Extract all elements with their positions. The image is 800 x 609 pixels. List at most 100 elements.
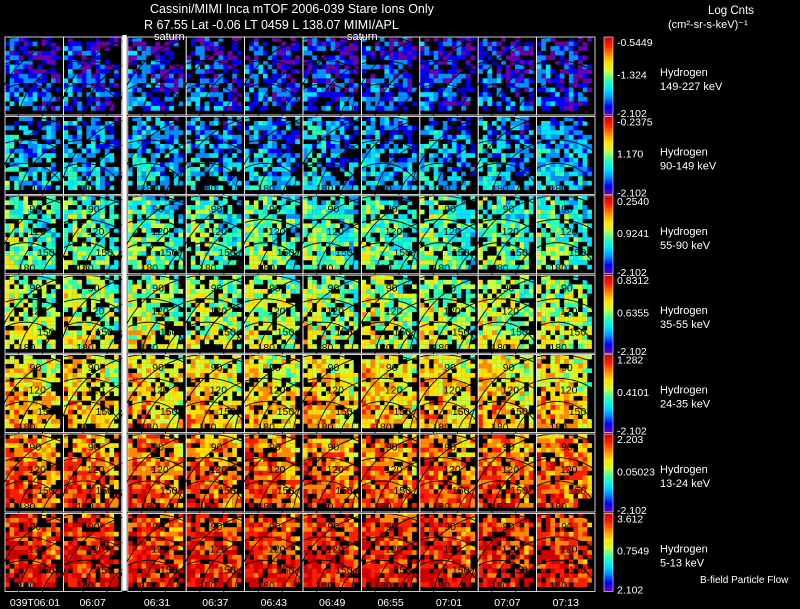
flux-pixel — [9, 125, 15, 131]
flux-pixel — [127, 228, 133, 233]
flux-pixel — [137, 284, 142, 290]
flux-pixel — [505, 167, 511, 172]
flux-pixel — [412, 87, 417, 93]
flux-pixel — [236, 121, 242, 126]
flux-pixel — [303, 60, 308, 65]
flux-pixel — [366, 106, 371, 111]
flux-pixel — [316, 121, 322, 126]
flux-pixel — [9, 41, 15, 47]
flux-pixel — [186, 171, 191, 177]
flux-pixel — [155, 96, 161, 102]
contour-label: 120 — [502, 226, 520, 238]
flux-pixel — [190, 180, 196, 186]
flux-pixel — [447, 209, 453, 215]
flux-pixel — [281, 121, 287, 126]
flux-pixel — [190, 312, 196, 317]
flux-pixel — [23, 157, 29, 163]
flux-pixel — [227, 144, 233, 149]
flux-pixel — [349, 218, 354, 224]
flux-pixel — [419, 106, 425, 111]
flux-pixel — [429, 116, 434, 122]
flux-pixel — [223, 101, 228, 107]
flux-pixel — [487, 255, 493, 261]
flux-pixel — [249, 255, 254, 261]
flux-pixel — [461, 255, 466, 261]
flux-pixel — [160, 232, 165, 238]
flux-pixel — [132, 157, 138, 163]
flux-pixel — [267, 55, 273, 61]
flux-pixel — [456, 176, 462, 181]
flux-pixel — [447, 214, 453, 219]
colorbar-max-label: -0.5449 — [617, 37, 653, 49]
flux-pixel — [104, 260, 110, 265]
flux-pixel — [541, 134, 546, 140]
flux-pixel — [465, 50, 471, 56]
flux-pixel — [339, 241, 345, 247]
flux-pixel — [290, 284, 296, 290]
flux-pixel — [18, 64, 24, 70]
flux-pixel — [95, 275, 101, 280]
flux-pixel — [109, 153, 115, 158]
flux-pixel — [536, 50, 542, 56]
flux-pixel — [276, 325, 282, 331]
flux-pixel — [312, 134, 317, 140]
flux-pixel — [492, 171, 497, 177]
flux-pixel — [18, 205, 24, 210]
flux-pixel — [389, 69, 394, 74]
flux-pixel — [127, 209, 133, 215]
flux-pixel — [127, 284, 133, 290]
flux-pixel — [195, 171, 201, 177]
flux-pixel — [263, 185, 268, 191]
flux-pixel — [109, 264, 115, 270]
flux-pixel — [442, 241, 448, 247]
flux-pixel — [200, 284, 205, 290]
flux-pixel — [209, 205, 214, 210]
flux-pixel — [209, 41, 214, 47]
flux-pixel — [326, 264, 331, 270]
flux-pixel — [114, 139, 119, 145]
flux-pixel — [9, 148, 15, 154]
flux-pixel — [91, 134, 96, 140]
flux-pixel — [316, 125, 322, 131]
flux-pixel — [109, 195, 115, 201]
flux-pixel — [81, 60, 87, 65]
flux-pixel — [339, 148, 345, 154]
flux-pixel — [492, 41, 497, 47]
flux-pixel — [190, 289, 196, 294]
flux-pixel — [456, 134, 462, 140]
contour-label: 180 — [374, 263, 392, 275]
flux-pixel — [353, 46, 359, 51]
flux-pixel — [573, 144, 579, 149]
flux-pixel — [510, 121, 516, 126]
flux-pixel — [398, 264, 403, 270]
flux-pixel — [361, 60, 367, 65]
flux-pixel — [132, 153, 138, 158]
flux-pixel — [286, 134, 291, 140]
flux-pixel — [114, 237, 119, 242]
flux-pixel — [524, 46, 529, 51]
flux-pixel — [492, 167, 497, 172]
flux-pixel — [178, 83, 184, 88]
flux-pixel — [263, 218, 268, 224]
flux-pixel — [267, 344, 273, 349]
flux-pixel — [326, 139, 331, 145]
flux-pixel — [232, 41, 237, 47]
flux-pixel — [37, 78, 42, 84]
flux-pixel — [267, 83, 273, 88]
flux-pixel — [281, 87, 287, 93]
flux-pixel — [200, 205, 205, 210]
flux-pixel — [204, 78, 210, 84]
flux-pixel — [253, 55, 259, 61]
flux-pixel — [452, 144, 457, 149]
flux-pixel — [573, 130, 579, 135]
flux-pixel — [456, 55, 462, 61]
flux-pixel — [528, 200, 534, 206]
flux-pixel — [559, 171, 565, 177]
flux-pixel — [442, 237, 448, 242]
flux-pixel — [339, 289, 345, 294]
contour-arc — [514, 242, 600, 279]
flux-pixel — [173, 312, 179, 317]
flux-pixel — [258, 228, 264, 233]
contour-label: 120 — [87, 226, 105, 238]
